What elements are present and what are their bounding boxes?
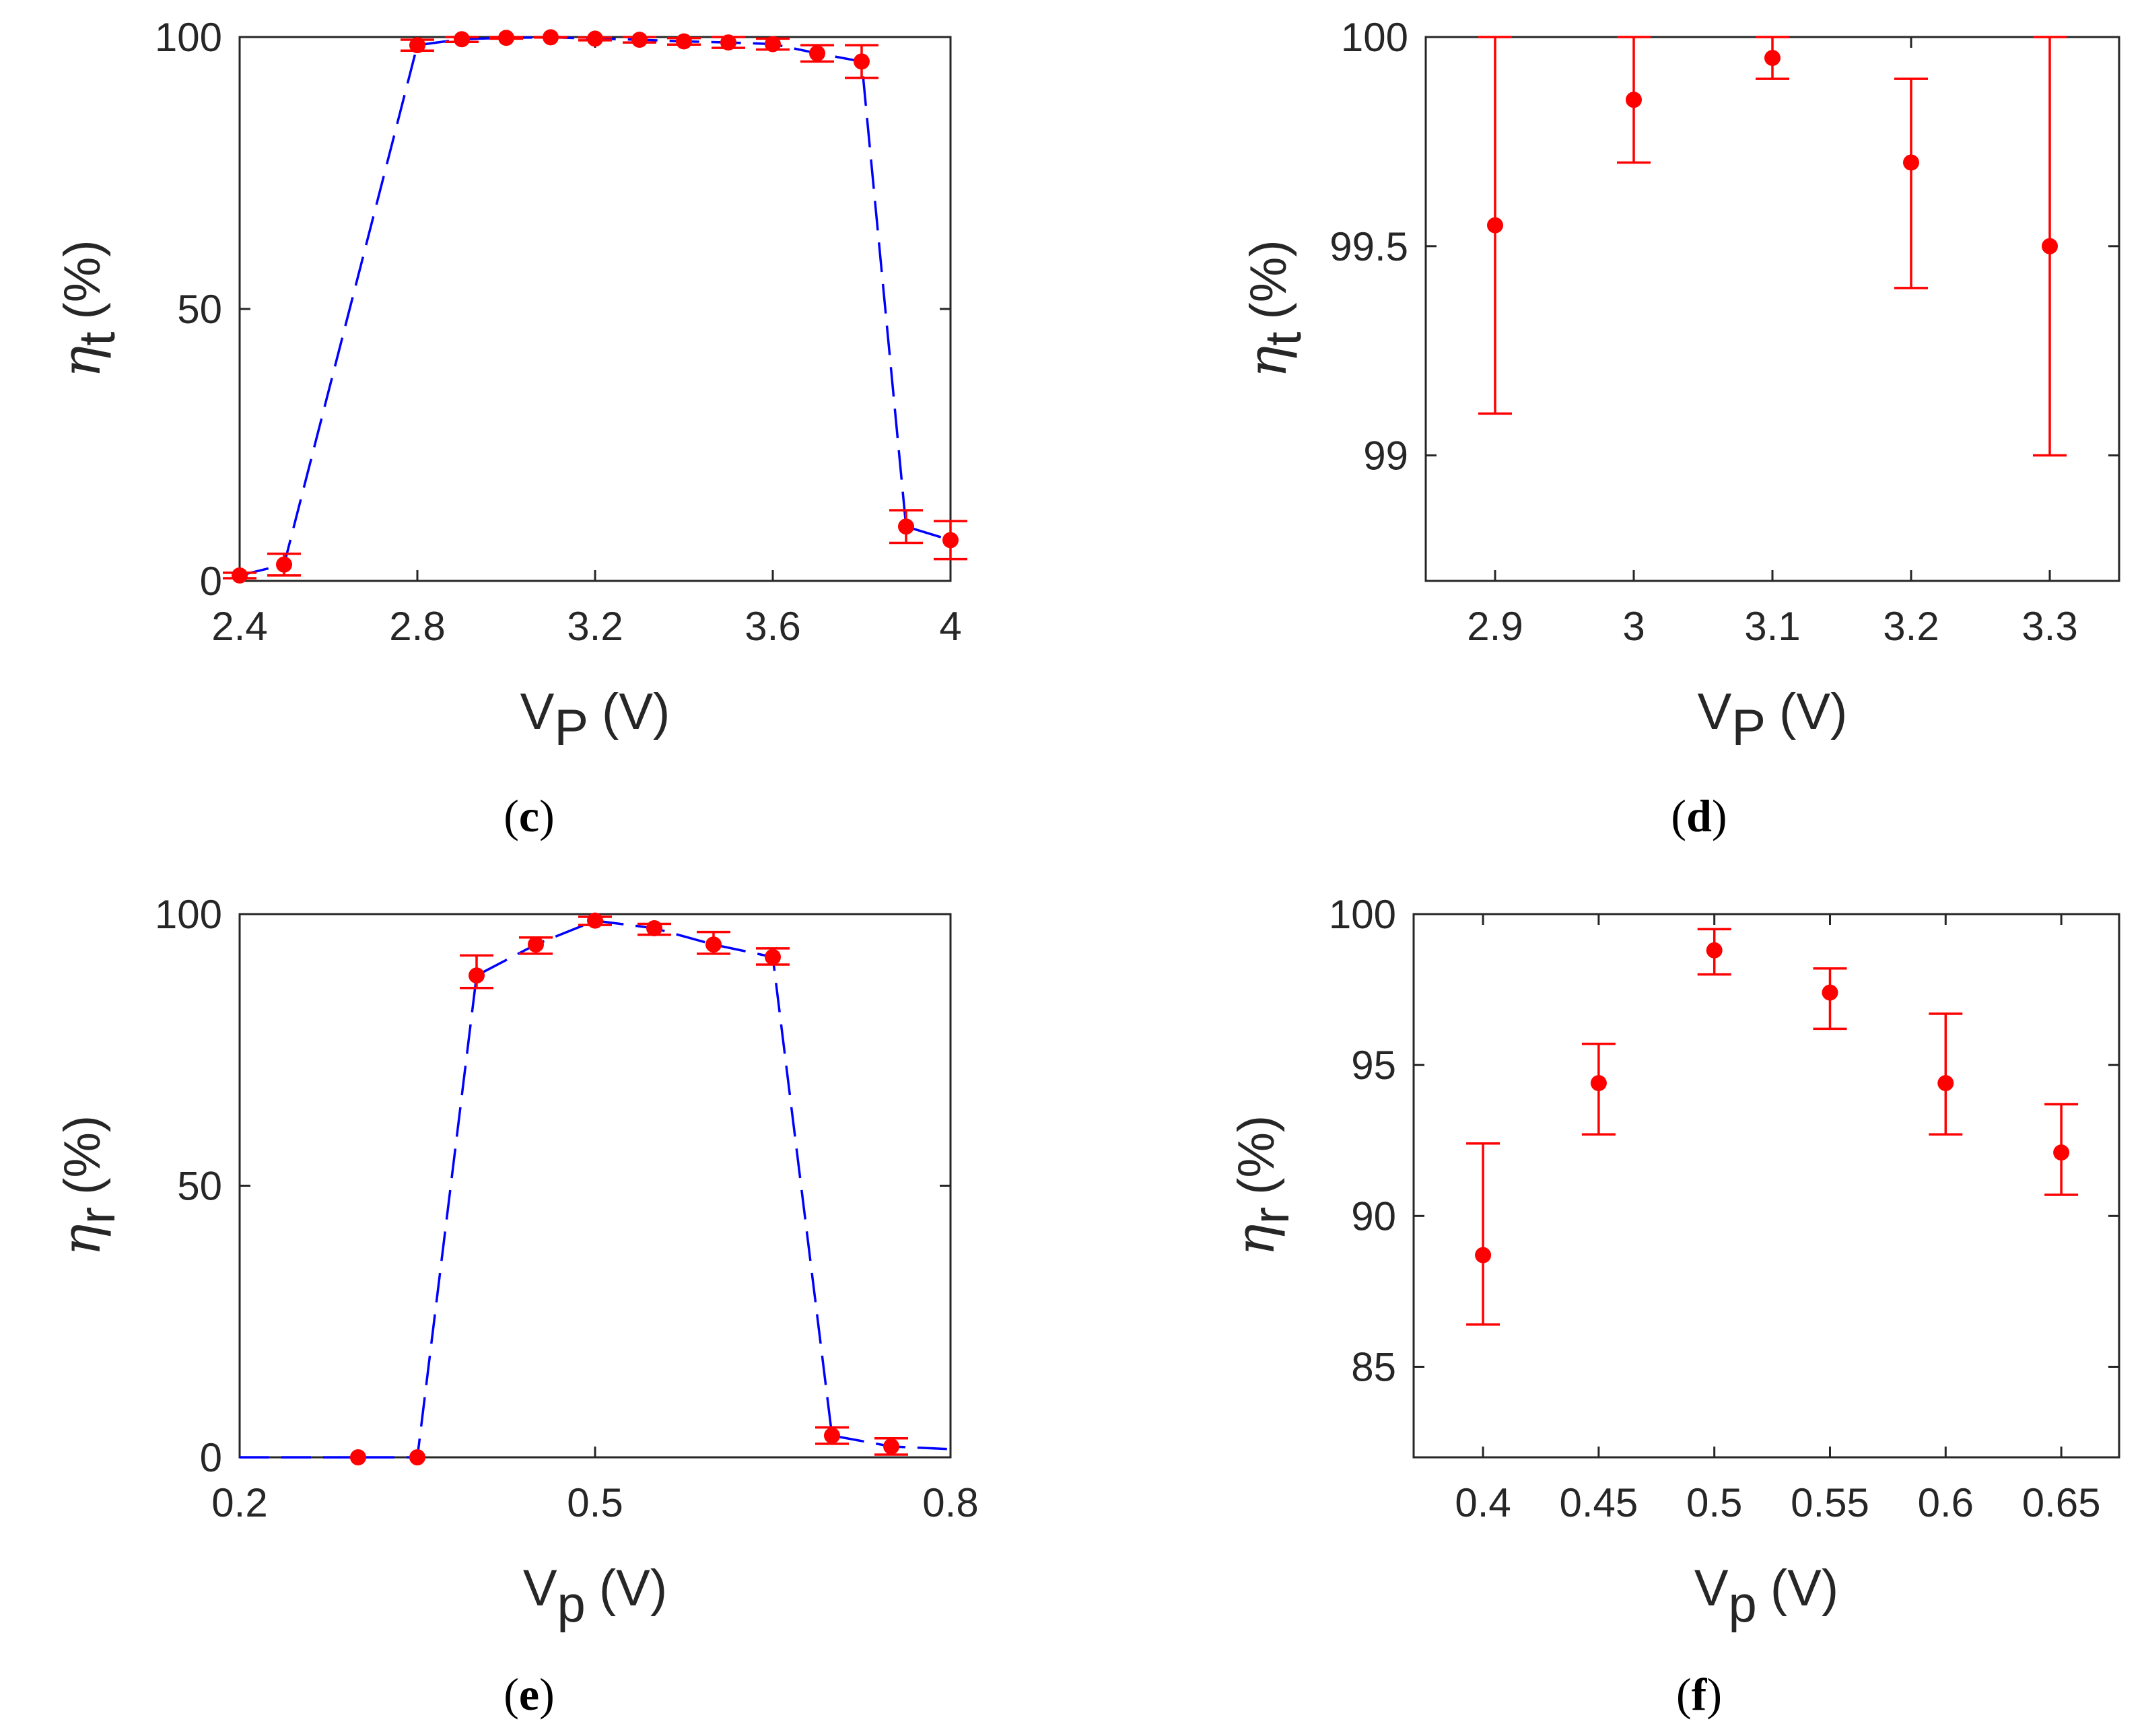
plot-frame-d [1424, 36, 2120, 582]
x-tick-label: 3.2 [567, 604, 623, 649]
y-tick-label: 85 [1351, 1345, 1396, 1390]
data-point [1822, 984, 1838, 1001]
panel-d: 2.9 3 3.1 3.2 3.3 99 99.5 100 ηt(%) VP (V) (d) [1236, 15, 2120, 841]
y-axis-label: ηt(%) [1236, 240, 1312, 378]
data-point [350, 1449, 366, 1465]
x-tick-label: 0.5 [567, 1480, 623, 1525]
panel-caption-e: (e) [504, 1669, 555, 1720]
data-point [2042, 238, 2058, 254]
x-axis-label: VP (V) [1698, 683, 1848, 757]
data-point [676, 33, 692, 50]
y-tick-label: 95 [1351, 1043, 1396, 1088]
data-point [528, 936, 544, 953]
x-axis-label: Vp (V) [523, 1560, 667, 1633]
data-point [631, 32, 648, 48]
panel-caption-f: (f) [1676, 1669, 1722, 1720]
data-point [1706, 942, 1723, 959]
error-bar [1929, 1012, 1963, 1136]
panel-f: 0.4 0.45 0.5 0.55 0.6 0.65 85 90 95 100 ηr(%) Vp (V)… [1224, 892, 2120, 1720]
data-point [2053, 1144, 2070, 1161]
panel-caption-c: (c) [504, 790, 555, 841]
x-tick-label: 3.1 [1744, 604, 1800, 649]
data-point [498, 30, 514, 46]
data-point [409, 1449, 425, 1465]
data-point [454, 31, 470, 48]
data-point [824, 1427, 840, 1444]
x-tick-label: 4 [939, 604, 961, 649]
y-axis-label: ηt(%) [50, 240, 126, 378]
y-tick-label: 100 [1341, 15, 1408, 60]
data-point [587, 30, 603, 47]
x-tick-label: 3 [1622, 604, 1645, 649]
x-tick-label: 3.2 [1883, 604, 1939, 649]
data-point [898, 518, 914, 535]
y-tick-label: 100 [155, 15, 222, 60]
x-tick-label: 2.9 [1467, 604, 1523, 649]
data-point [705, 936, 722, 953]
x-tick-label: 0.65 [2022, 1480, 2101, 1525]
data-point [942, 532, 959, 549]
y-tick-label: 99 [1363, 433, 1408, 479]
data-point [469, 967, 485, 984]
fit-line-c [239, 36, 951, 577]
data-point [1475, 1247, 1492, 1263]
x-tick-label: 3.3 [2022, 604, 2077, 649]
y-axis-label: ηr(%) [50, 1115, 126, 1256]
data-point [409, 37, 425, 54]
data-point [1903, 154, 1919, 171]
data-point [765, 948, 781, 965]
y-axis-label: ηr(%) [1224, 1115, 1300, 1256]
plot-frame-e [238, 913, 952, 1459]
data-point [1937, 1075, 1954, 1092]
fit-line-e [240, 919, 951, 1459]
error-bar [1466, 1142, 1500, 1326]
data-point [720, 34, 736, 51]
error-bar [1894, 77, 1928, 289]
y-tick-label: 0 [200, 1435, 222, 1480]
x-tick-label: 0.2 [211, 1480, 267, 1525]
y-tick-label: 50 [177, 287, 222, 332]
data-point [587, 912, 603, 929]
x-tick-label: 0.55 [1791, 1480, 1869, 1525]
data-point [1590, 1075, 1607, 1092]
panel-e: 0.2 0.5 0.8 0 50 100 ηr(%) Vp (V) (e) [50, 892, 979, 1720]
x-tick-label: 0.45 [1559, 1480, 1638, 1525]
panel-c: 2.4 2.8 3.2 3.6 4 0 50 100 ηt(%) VP (V) (c) [50, 15, 967, 841]
x-tick-label: 3.6 [745, 604, 800, 649]
x-tick-label: 2.8 [389, 604, 445, 649]
y-tick-label: 50 [177, 1164, 222, 1209]
x-tick-label: 2.4 [211, 604, 267, 649]
panel-caption-d: (d) [1671, 790, 1727, 841]
x-tick-label: 0.5 [1686, 1480, 1742, 1525]
x-axis-label: VP (V) [520, 683, 670, 757]
y-tick-label: 0 [200, 559, 222, 604]
y-tick-label: 99.5 [1329, 224, 1408, 269]
data-point [646, 919, 662, 936]
x-tick-label: 0.6 [1918, 1480, 1974, 1525]
plot-frame-c [238, 36, 952, 582]
data-point [232, 567, 248, 584]
data-point [543, 29, 559, 46]
y-tick-label: 90 [1351, 1193, 1396, 1239]
x-tick-label: 0.8 [922, 1480, 978, 1525]
x-tick-label: 0.4 [1455, 1480, 1511, 1525]
plot-frame-f [1412, 913, 2120, 1459]
data-point [854, 53, 870, 70]
x-axis-label: Vp (V) [1694, 1560, 1838, 1633]
data-point [883, 1438, 899, 1455]
data-point [765, 36, 781, 53]
data-point [1764, 50, 1781, 67]
data-point [809, 45, 825, 62]
data-point [1626, 92, 1642, 108]
data-point [276, 556, 292, 573]
data-point [1487, 217, 1503, 234]
y-tick-label: 100 [155, 892, 222, 937]
y-tick-label: 100 [1329, 892, 1396, 937]
